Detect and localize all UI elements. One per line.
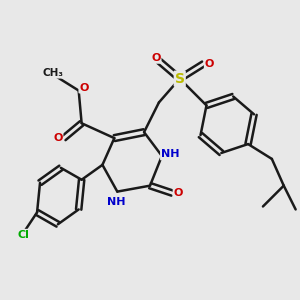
- Text: NH: NH: [106, 197, 125, 207]
- Text: CH₃: CH₃: [43, 68, 64, 78]
- Text: O: O: [79, 82, 89, 93]
- Text: NH: NH: [161, 149, 179, 160]
- Text: O: O: [151, 53, 160, 63]
- Text: O: O: [173, 188, 183, 198]
- Text: S: S: [175, 72, 185, 86]
- Text: O: O: [53, 133, 62, 143]
- Text: Cl: Cl: [18, 230, 30, 240]
- Text: O: O: [205, 59, 214, 69]
